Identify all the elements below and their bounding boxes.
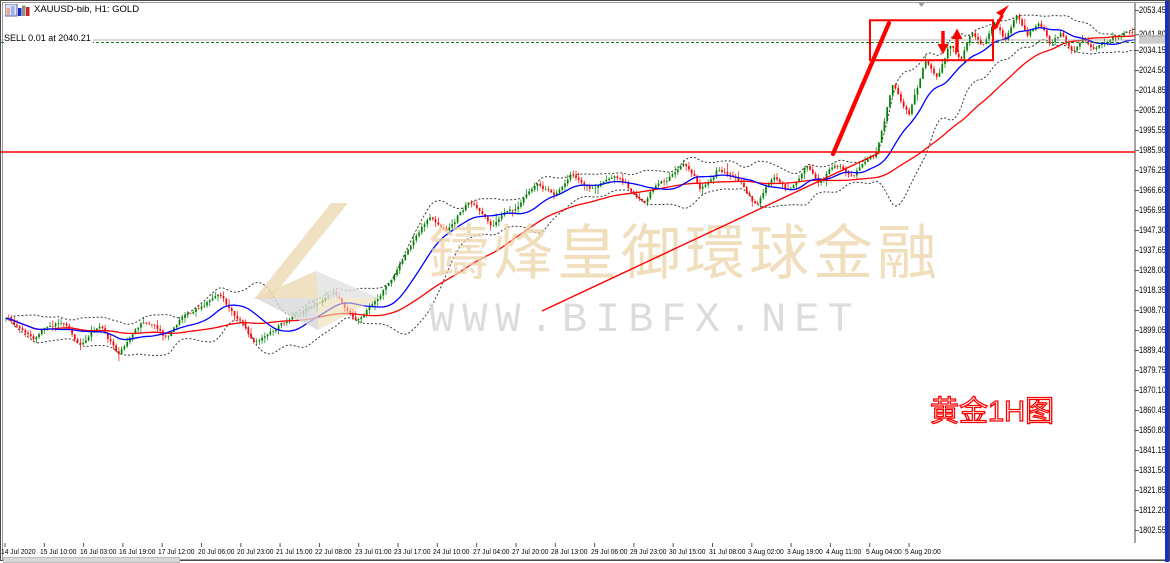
svg-text:黄金1H图: 黄金1H图 [930,395,1054,428]
